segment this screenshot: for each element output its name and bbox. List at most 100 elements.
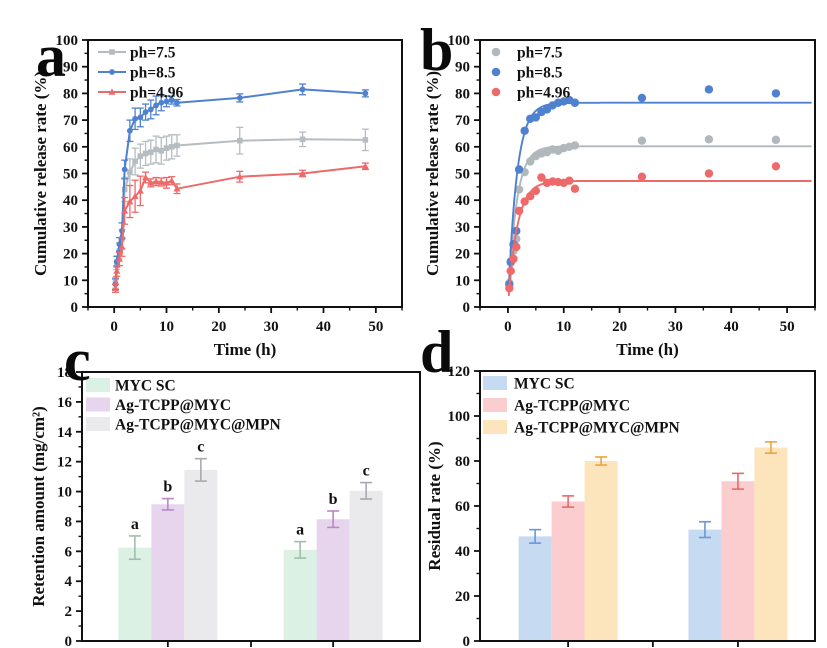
scatter-point	[570, 98, 580, 107]
legend-label: MYC SC	[115, 378, 176, 395]
marker-circle	[168, 97, 175, 103]
scatter-point	[531, 113, 541, 122]
legend-item-ph-7-5: ph=7.5	[491, 45, 563, 62]
marker-circle	[147, 106, 154, 113]
x-tick-label: 40	[724, 319, 739, 335]
scatter-point	[771, 89, 781, 98]
marker-triangle	[136, 187, 144, 194]
marker-circle	[153, 102, 159, 109]
marker-square	[109, 49, 115, 55]
y-tick-label: 20	[455, 247, 470, 263]
scatter-point	[771, 135, 781, 145]
y-tick-label: 30	[63, 220, 78, 236]
marker-triangle	[118, 243, 126, 250]
marker-square	[142, 150, 149, 157]
bar-ag-tcpp-myc-mpn-g1: c	[184, 439, 218, 641]
y-tick-label: 40	[63, 193, 78, 209]
y-axis-title: Cumulative release rate (%)	[31, 71, 50, 276]
x-tick-label: 10	[556, 319, 571, 335]
panel-c-letter: c	[64, 327, 91, 393]
y-tick-label: 70	[455, 113, 470, 129]
scatter-point	[520, 197, 529, 206]
y-tick-label: 10	[455, 273, 470, 289]
legend-dot-swatch	[491, 47, 501, 57]
y-tick-label: 100	[448, 409, 471, 425]
y-axis-title: Residual rate (%)	[425, 441, 444, 570]
bar	[721, 481, 755, 641]
bar-ag-tcpp-myc-mpn-g2: c	[349, 463, 383, 641]
marker-triangle	[131, 192, 139, 199]
marker-triangle	[111, 284, 119, 292]
x-tick-label: 50	[780, 319, 795, 335]
marker-triangle	[142, 173, 150, 181]
y-tick-label: 6	[65, 544, 73, 560]
panel-b-series-group	[505, 85, 812, 297]
scatter-point	[637, 136, 647, 145]
legend-label: Ag-TCPP@MYC@MPN	[115, 417, 281, 434]
y-tick-label: 2	[65, 604, 73, 620]
bar	[118, 547, 152, 641]
bar	[151, 504, 185, 641]
marker-circle	[137, 114, 144, 121]
series-ph-4-96	[111, 162, 369, 293]
panel-b: 0 10 20 30 40 50 60 70 80 90 100 0 10 20 30 40 50 Time (h…	[420, 0, 827, 370]
legend-color-swatch	[483, 420, 507, 434]
y-tick-label: 30	[455, 220, 470, 236]
marker-triangle	[173, 185, 181, 192]
marker-circle	[299, 86, 306, 93]
y-tick-label: 80	[455, 86, 470, 102]
y-tick-label: 100	[448, 33, 471, 49]
y-tick-label: 20	[63, 247, 78, 263]
y-tick-label: 0	[65, 634, 73, 648]
bar	[283, 549, 317, 641]
bar	[349, 490, 383, 641]
x-tick-label: 30	[264, 319, 279, 335]
bar	[316, 519, 350, 641]
legend-label: ph=8.5	[517, 65, 563, 82]
panel-d-legend: MYC SC Ag-TCPP@MYC Ag-TCPP@MYC@MPN	[483, 376, 680, 437]
panel-d: 0 20 40 60 80 100 120 Residual rate (%) MYC SC Ag…	[420, 340, 827, 648]
scatter-point	[526, 191, 535, 201]
y-tick-label: 10	[57, 485, 72, 501]
panel-b-chart: 0 10 20 30 40 50 60 70 80 90 100 0 10 20 30 40 50 Time (h…	[423, 33, 816, 359]
y-tick-label: 90	[63, 60, 78, 76]
marker-circle	[174, 99, 180, 106]
marker-square	[153, 146, 159, 153]
x-tick-label: 50	[368, 319, 383, 335]
marker-square	[236, 137, 243, 144]
y-tick-label: 80	[455, 454, 470, 470]
y-tick-label: 40	[455, 193, 470, 209]
y-axis-title: Retention amount (mg/cm²)	[29, 406, 48, 607]
scatter-point	[570, 141, 580, 150]
scatter-point	[512, 242, 521, 252]
x-tick-label: 0	[110, 319, 118, 335]
scatter-point	[637, 93, 647, 103]
scatter-point	[637, 172, 647, 181]
scatter-point	[531, 186, 541, 196]
y-tick-label: 16	[57, 395, 73, 411]
scatter-point	[704, 85, 714, 94]
panel-c: a b c a b c 0 2 4 6 8 10 12 14 16 18 Retention amount (m…	[0, 340, 421, 648]
legend-item-ph-4-96: ph=4.96	[491, 85, 570, 102]
panel-d-axes: 0 20 40 60 80 100 120 Residual rate (%)	[425, 364, 816, 648]
panel-d-chart: 0 20 40 60 80 100 120 Residual rate (%) MYC SC Ag…	[425, 364, 816, 648]
marker-square	[148, 149, 154, 155]
bar-myc-sc-g1: a	[118, 516, 152, 641]
x-tick-label: 40	[316, 319, 331, 335]
y-tick-label: 0	[463, 634, 471, 648]
bar-ag-tcpp-myc-g2	[721, 472, 755, 641]
y-tick-label: 100	[56, 33, 79, 49]
y-tick-label: 8	[65, 514, 73, 530]
y-tick-label: 14	[57, 425, 73, 441]
marker-triangle	[157, 178, 165, 185]
bar	[688, 529, 722, 641]
marker-circle	[126, 127, 133, 134]
scatter-point	[505, 284, 514, 293]
panel-d-letter: d	[420, 319, 454, 385]
marker-square	[299, 136, 306, 143]
series-ph-7-5	[111, 126, 369, 289]
bar	[754, 447, 788, 641]
scatter-point	[704, 135, 714, 144]
legend-dot-swatch	[491, 87, 501, 97]
